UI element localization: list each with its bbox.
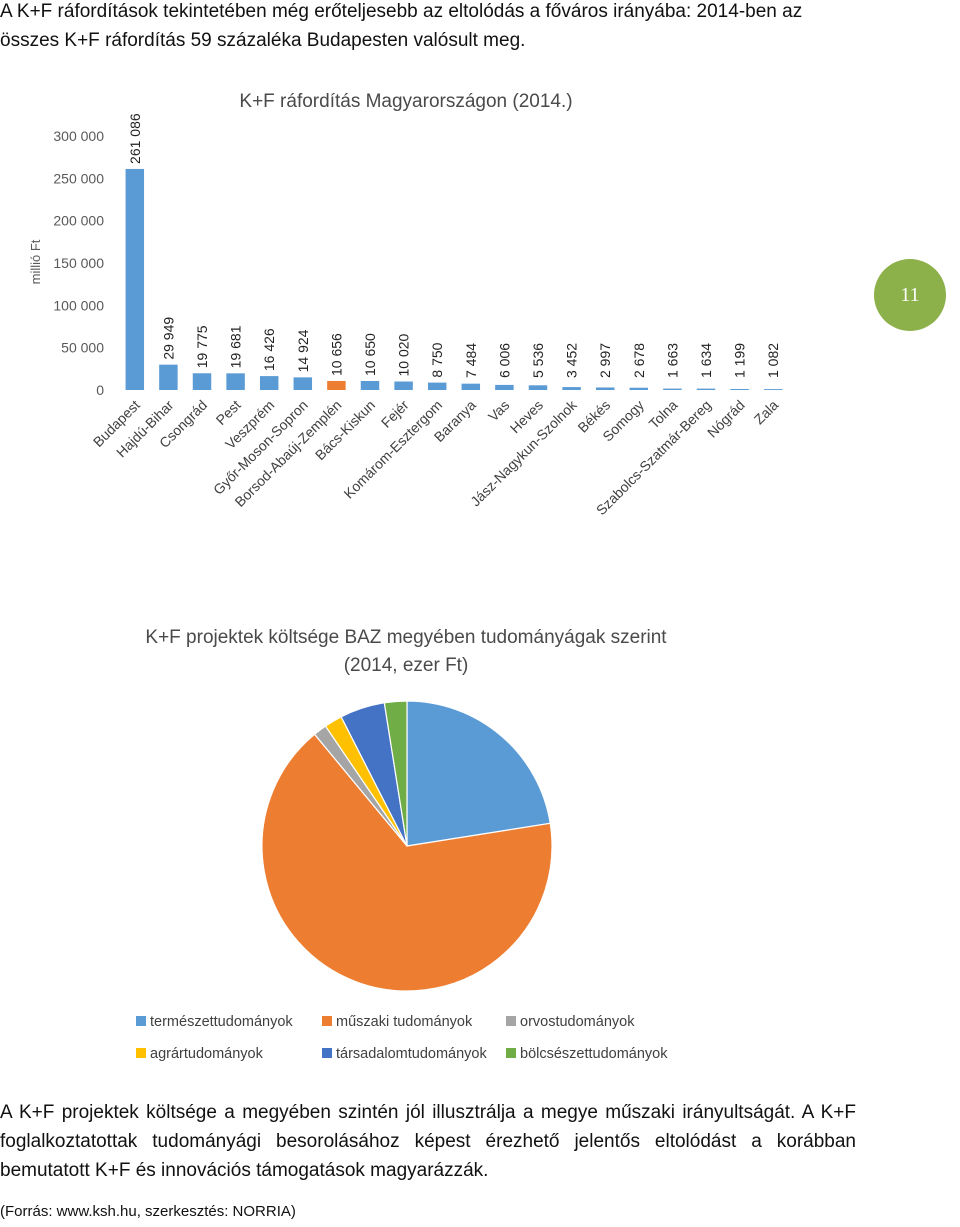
y-tick-label: 150 000: [53, 255, 104, 271]
bar-value-label: 10 656: [328, 333, 344, 376]
bar-value-label: 19 775: [194, 325, 210, 368]
bar-value-label: 16 426: [261, 328, 277, 371]
y-tick-label: 300 000: [53, 128, 104, 144]
pie-legend: természettudományok műszaki tudományok orv…: [136, 1014, 668, 1062]
bar: [763, 389, 783, 390]
pie-chart: K+F projektek költsége BAZ megyében tudo…: [136, 627, 668, 1062]
bar-value-labels: 261 086 29 949 19 775 19 681 16 426 14 924 10 …: [127, 113, 781, 378]
bar: [562, 387, 581, 390]
bar-value-label: 10 650: [362, 333, 378, 376]
bar: [528, 385, 548, 390]
legend-swatch: [136, 1016, 146, 1026]
bar-value-label: 29 949: [160, 317, 176, 360]
y-axis-ticks: 0 50 000 100 000 150 000 200 000 250 000 300 0…: [53, 128, 104, 398]
legend-label: agrártudományok: [150, 1046, 264, 1062]
category-label: Nógrád: [704, 397, 748, 441]
bar: [192, 373, 212, 390]
bar: [427, 382, 447, 390]
legend-label: orvostudományok: [520, 1014, 635, 1030]
bar-chart: K+F ráfordítás Magyarországon (2014.) mi…: [28, 91, 783, 518]
bar-value-label: 1 082: [765, 343, 781, 378]
bar-value-label: 1 663: [664, 343, 680, 378]
legend-label: műszaki tudományok: [336, 1014, 473, 1030]
legend-swatch: [136, 1048, 146, 1058]
bar-value-label: 19 681: [228, 325, 244, 368]
legend-swatch: [506, 1016, 516, 1026]
bar: [327, 380, 346, 390]
bar: [663, 388, 682, 390]
bar: [461, 383, 481, 390]
bar-value-label: 8 750: [429, 342, 445, 377]
bar: [495, 384, 514, 390]
pie-chart-subtitle: (2014, ezer Ft): [344, 655, 469, 676]
bar: [360, 380, 380, 390]
y-tick-label: 200 000: [53, 213, 104, 229]
bar: [226, 373, 245, 390]
intro-paragraph: A K+F ráfordítások tekintetében még erőt…: [0, 1, 803, 51]
category-label: Vas: [485, 397, 513, 425]
legend-swatch: [322, 1048, 332, 1058]
bar: [293, 377, 313, 390]
bar-chart-title: K+F ráfordítás Magyarországon (2014.): [239, 91, 572, 112]
pie-slice: [383, 700, 408, 847]
bar-series: [125, 168, 783, 390]
legend-swatch: [322, 1016, 332, 1026]
page-number-badge: 11: [874, 259, 946, 331]
bar-value-label: 14 924: [295, 329, 311, 372]
pie-slice: [261, 733, 553, 992]
legend-label: természettudományok: [150, 1014, 293, 1030]
bar-chart-y-axis-title: millió Ft: [28, 239, 43, 284]
bar-value-label: 6 006: [496, 343, 512, 378]
bar: [696, 388, 716, 390]
bar-value-label: 7 484: [463, 343, 479, 378]
bar-value-label: 5 536: [530, 343, 546, 378]
pie-slices: [261, 700, 553, 992]
bar: [629, 387, 649, 390]
pie-chart-title: K+F projektek költsége BAZ megyében tudo…: [145, 627, 667, 648]
legend-label: bölcsészettudományok: [520, 1046, 668, 1062]
bar-value-label: 3 452: [564, 343, 580, 378]
category-label: Zala: [751, 397, 782, 428]
source-note: (Forrás: www.ksh.hu, szerkesztés: NORRIA…: [0, 1203, 296, 1220]
legend-label: társadalomtudományok: [336, 1046, 487, 1062]
bar-value-label: 261 086: [127, 113, 143, 164]
y-tick-label: 100 000: [53, 297, 104, 313]
bar-value-label: 2 997: [597, 343, 613, 378]
bar: [125, 168, 145, 390]
pie-slice: [406, 700, 551, 847]
bar-value-label: 1 199: [732, 343, 748, 378]
bar: [394, 381, 413, 390]
y-tick-label: 0: [96, 382, 104, 398]
legend-swatch: [506, 1048, 516, 1058]
bar: [159, 364, 178, 390]
y-tick-label: 250 000: [53, 170, 104, 186]
bar: [730, 388, 749, 390]
outro-paragraph: A K+F projektek költsége a megyében szin…: [0, 1102, 856, 1181]
bar: [259, 376, 279, 390]
bar-value-label: 2 678: [631, 343, 647, 378]
bar: [595, 387, 615, 390]
bar-value-label: 10 020: [396, 333, 412, 376]
y-tick-label: 50 000: [61, 340, 104, 356]
bar-value-label: 1 634: [698, 343, 714, 378]
